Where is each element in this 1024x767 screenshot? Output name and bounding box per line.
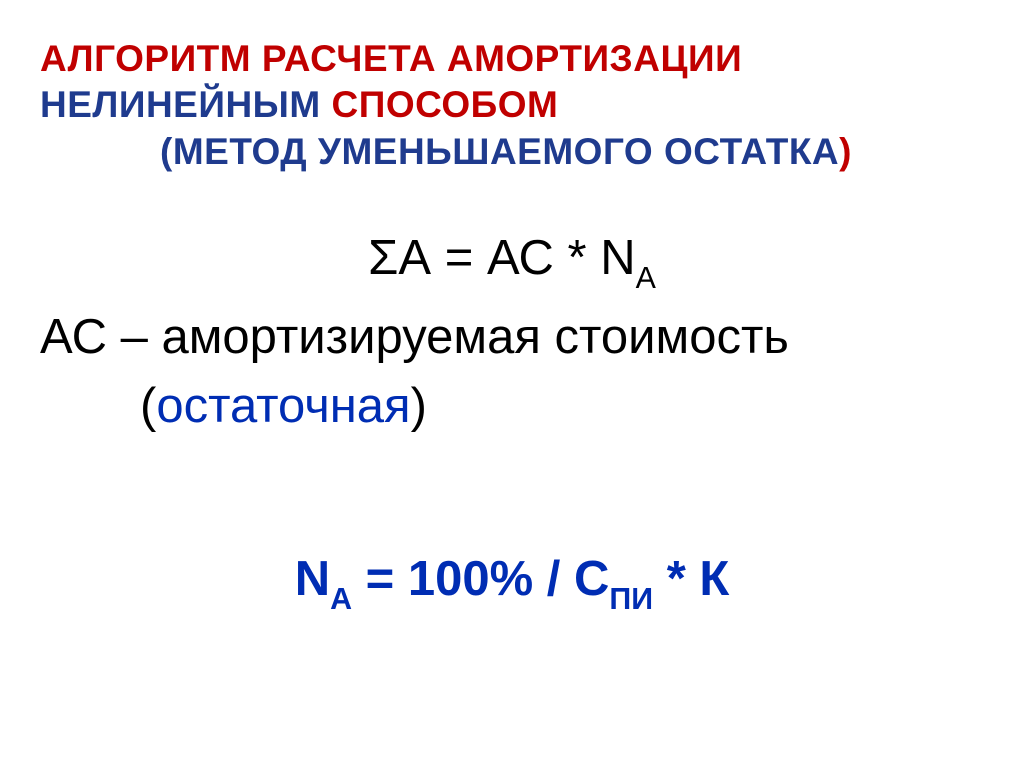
title-line2-red: СПОСОБОМ bbox=[321, 84, 559, 125]
formula1-eq: = bbox=[431, 231, 487, 285]
title-line1: АЛГОРИТМ РАСЧЕТА АМОРТИЗАЦИИ bbox=[40, 38, 742, 79]
def-dash: – bbox=[107, 310, 161, 364]
formula2-N: N bbox=[295, 552, 330, 606]
formula2-N-sub: A bbox=[330, 582, 352, 616]
formula1-N-sub: A bbox=[636, 261, 656, 295]
formula1-times: * bbox=[554, 231, 600, 285]
slide-body: ΣА = АС * NA АС – амортизируемая стоимос… bbox=[40, 227, 984, 616]
title-line3: (МЕТОД УМЕНЬШАЕМОГО ОСТАТКА) bbox=[40, 129, 984, 175]
formula1-sigmaA: ΣА bbox=[368, 231, 431, 285]
formula2-tail: * К bbox=[653, 552, 729, 606]
formula2-middle: = 100% / С bbox=[352, 552, 609, 606]
slide: АЛГОРИТМ РАСЧЕТА АМОРТИЗАЦИИ НЕЛИНЕЙНЫМ … bbox=[0, 0, 1024, 767]
formula-na: NA = 100% / СПИ * К bbox=[40, 548, 984, 616]
formula-sigma-a: ΣА = АС * NA bbox=[40, 227, 984, 295]
def-paren-close: ) bbox=[411, 379, 427, 433]
title-line2-blue: НЕЛИНЕЙНЫМ bbox=[40, 84, 321, 125]
title-line3-red: ) bbox=[839, 131, 852, 172]
slide-title: АЛГОРИТМ РАСЧЕТА АМОРТИЗАЦИИ НЕЛИНЕЙНЫМ … bbox=[40, 36, 984, 175]
formula2-C-sub: ПИ bbox=[609, 582, 653, 616]
def-residual: остаточная bbox=[156, 379, 410, 433]
definition-line1: АС – амортизируемая стоимость bbox=[40, 306, 984, 369]
definition-line2: (остаточная) bbox=[40, 375, 984, 438]
def-ac: АС bbox=[40, 310, 107, 364]
formula1-ac: АС bbox=[487, 231, 554, 285]
def-text1: амортизируемая стоимость bbox=[161, 310, 788, 364]
title-line3-blue: (МЕТОД УМЕНЬШАЕМОГО ОСТАТКА bbox=[160, 131, 839, 172]
def-paren-open: ( bbox=[140, 379, 156, 433]
formula1-N: N bbox=[600, 231, 635, 285]
